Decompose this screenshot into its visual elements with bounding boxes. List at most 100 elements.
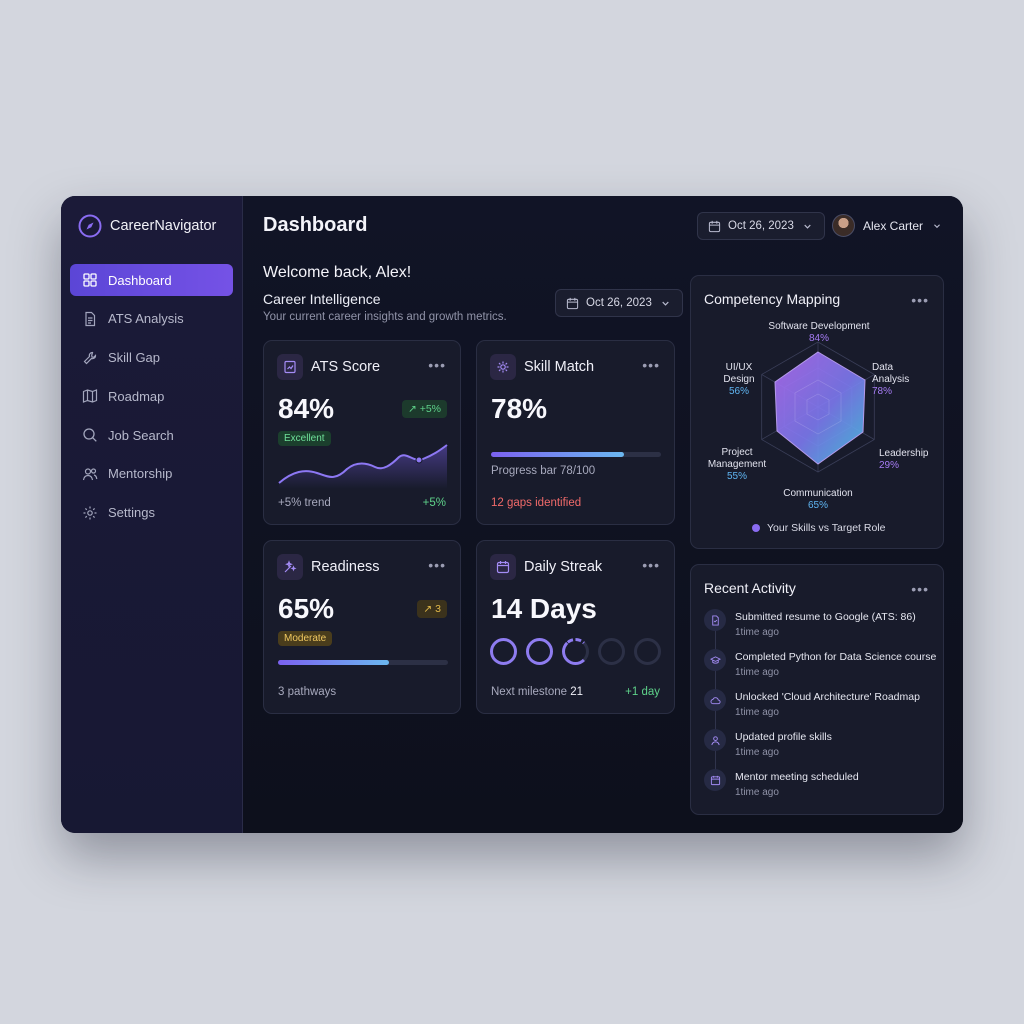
radar-axis-communication: Communication 65% — [763, 488, 873, 512]
trend-up-icon: ↗ — [423, 603, 433, 615]
card-title: Readiness — [311, 559, 380, 575]
activity-time: 1time ago — [735, 787, 779, 798]
streak-ring-done — [526, 638, 553, 665]
competency-mapping-panel: Competency Mapping ••• — [690, 275, 944, 549]
sidebar-item-ats-analysis[interactable]: ATS Analysis — [70, 303, 233, 335]
document-icon — [85, 311, 96, 326]
sidebar-item-label: ATS Analysis — [108, 311, 184, 327]
sidebar-item-dashboard[interactable]: Dashboard — [70, 264, 233, 296]
more-options-icon[interactable]: ••• — [428, 357, 446, 373]
sidebar-item-roadmap[interactable]: Roadmap — [70, 380, 233, 412]
radar-chart — [761, 341, 875, 473]
sidebar-item-mentorship[interactable]: Mentorship — [70, 458, 233, 490]
chevron-down-icon — [662, 301, 669, 306]
panel-title: Recent Activity — [704, 580, 796, 596]
sidebar-item-label: Job Search — [108, 427, 174, 443]
header-date: Oct 26, 2023 — [728, 220, 794, 232]
activity-item[interactable]: Updated profile skills 1time ago — [704, 729, 832, 758]
activity-item[interactable]: Unlocked 'Cloud Architecture' Roadmap 1ti… — [704, 689, 920, 718]
readiness-card[interactable]: Readiness ••• 65% ↗ 3 Moderate 3 pathway… — [263, 540, 461, 714]
ats-icon — [277, 354, 303, 380]
section-date-picker[interactable]: Oct 26, 2023 — [555, 289, 683, 317]
next-milestone: Next milestone 21 — [491, 686, 583, 698]
axis-label: Project Management — [707, 447, 767, 470]
readiness-pathways: 3 pathways — [278, 686, 337, 698]
more-options-icon[interactable]: ••• — [911, 581, 929, 597]
welcome-message: Welcome back, Alex! — [263, 264, 412, 281]
sidebar-item-label: Dashboard — [108, 272, 172, 288]
app-window: CareerNavigator Dashboard ATS Analysis S… — [61, 196, 963, 833]
section-subtitle: Your current career insights and growth … — [263, 311, 507, 323]
streak-ring-empty — [634, 638, 661, 665]
recent-activity-panel: Recent Activity ••• Submitted resume to … — [690, 564, 944, 815]
axis-value: 56% — [728, 386, 749, 397]
skill-progress-fill — [491, 452, 624, 457]
map-icon — [82, 389, 98, 404]
axis-label: Communication — [783, 488, 853, 499]
search-icon — [83, 428, 97, 442]
activity-time: 1time ago — [735, 747, 779, 758]
grid-icon — [83, 273, 97, 287]
app-name: CareerNavigator — [110, 218, 217, 234]
axis-value: 29% — [879, 460, 900, 471]
readiness-icon — [277, 554, 303, 580]
axis-label: Leadership — [879, 448, 929, 459]
activity-text: Updated profile skills — [735, 731, 832, 743]
skill-icon — [490, 354, 516, 380]
streak-value: 14 Days — [491, 593, 597, 624]
skill-match-card[interactable]: Skill Match ••• 78% Progress bar 78/100 … — [476, 340, 675, 525]
users-icon — [82, 468, 98, 481]
activity-time: 1time ago — [735, 667, 779, 678]
streak-icon — [490, 554, 516, 580]
milestone-label: Next milestone — [491, 686, 568, 698]
calendar-icon — [704, 769, 726, 791]
activity-text: Submitted resume to Google (ATS: 86) — [735, 611, 916, 623]
activity-text: Mentor meeting scheduled — [735, 771, 859, 783]
header-date-picker[interactable]: Oct 26, 2023 — [697, 212, 825, 240]
readiness-change-chip: ↗ 3 — [417, 600, 447, 618]
ats-trend-value: +5% — [422, 497, 446, 509]
activity-item[interactable]: Completed Python for Data Science course… — [704, 649, 936, 678]
user-icon — [704, 729, 726, 751]
more-options-icon[interactable]: ••• — [428, 557, 446, 573]
more-options-icon[interactable]: ••• — [911, 292, 929, 308]
milestone-value: 21 — [570, 686, 584, 698]
gear-icon — [83, 506, 97, 520]
main-content: Dashboard Oct 26, 2023 Alex Carter Welco… — [243, 196, 963, 833]
ats-score-card[interactable]: ATS Score ••• 84% ↗ +5% Excellent +5% t — [263, 340, 461, 525]
more-options-icon[interactable]: ••• — [642, 357, 660, 373]
skill-progress-bar — [491, 452, 661, 457]
radar-axis-leadership: Leadership 29% — [879, 448, 928, 472]
skill-match-value: 78% — [491, 393, 548, 424]
radar-legend: Your Skills vs Target Role — [752, 522, 885, 534]
user-menu[interactable]: Alex Carter — [831, 214, 943, 237]
streak-ring-done — [490, 638, 517, 665]
graduation-cap-icon — [704, 649, 726, 671]
ats-trend-label: +5% trend — [278, 497, 331, 509]
streak-change: +1 day — [625, 686, 660, 698]
radar-axis-data-analysis: Data Analysis 78% — [872, 362, 914, 398]
daily-streak-card[interactable]: Daily Streak ••• 14 Days Next milestone … — [476, 540, 675, 714]
axis-label: UI/UX Design — [723, 362, 755, 385]
streak-rings — [490, 638, 661, 665]
activity-item[interactable]: Submitted resume to Google (ATS: 86) 1tim… — [704, 609, 916, 638]
chevron-down-icon — [934, 223, 940, 228]
skill-gaps[interactable]: 12 gaps identified — [491, 497, 582, 509]
ats-change: +5% — [419, 403, 441, 415]
page-title: Dashboard — [263, 214, 368, 236]
axis-value: 55% — [726, 471, 747, 482]
status-badge: Excellent — [278, 431, 331, 446]
axis-label: Software Development — [768, 321, 870, 332]
brand[interactable]: CareerNavigator — [70, 196, 233, 256]
sidebar-item-settings[interactable]: Settings — [70, 497, 233, 529]
calendar-icon — [566, 297, 579, 309]
sidebar-item-job-search[interactable]: Job Search — [70, 419, 233, 451]
activity-item[interactable]: Mentor meeting scheduled 1time ago — [704, 769, 859, 798]
calendar-icon — [708, 220, 721, 232]
activity-time: 1time ago — [735, 627, 779, 638]
section-title: Career Intelligence — [263, 291, 381, 307]
more-options-icon[interactable]: ••• — [642, 557, 660, 573]
avatar — [831, 214, 855, 237]
sidebar-item-skill-gap[interactable]: Skill Gap — [70, 342, 233, 374]
wrench-icon — [83, 351, 97, 364]
